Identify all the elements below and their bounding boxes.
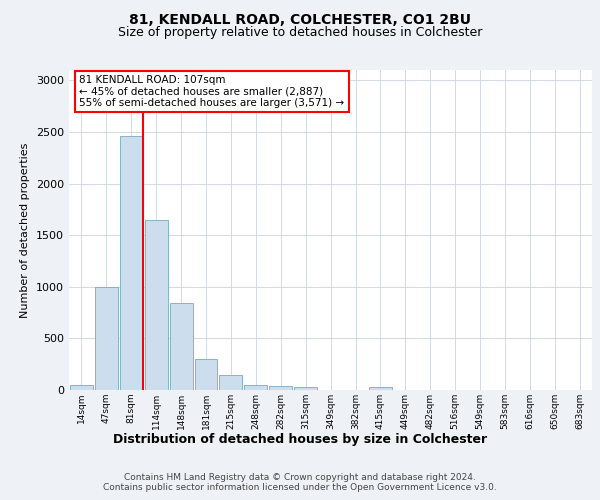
- Text: 81 KENDALL ROAD: 107sqm
← 45% of detached houses are smaller (2,887)
55% of semi: 81 KENDALL ROAD: 107sqm ← 45% of detache…: [79, 75, 344, 108]
- Y-axis label: Number of detached properties: Number of detached properties: [20, 142, 31, 318]
- Bar: [120, 136, 143, 390]
- Bar: [220, 374, 242, 390]
- Text: Size of property relative to detached houses in Colchester: Size of property relative to detached ho…: [118, 26, 482, 39]
- Text: Contains HM Land Registry data © Crown copyright and database right 2024.
Contai: Contains HM Land Registry data © Crown c…: [103, 472, 497, 492]
- Bar: [95, 287, 118, 390]
- Bar: [70, 385, 93, 390]
- Text: 81, KENDALL ROAD, COLCHESTER, CO1 2BU: 81, KENDALL ROAD, COLCHESTER, CO1 2BU: [129, 12, 471, 26]
- Bar: [269, 386, 292, 390]
- Bar: [244, 385, 268, 390]
- Bar: [170, 304, 193, 390]
- Bar: [194, 359, 217, 390]
- Bar: [145, 220, 167, 390]
- Bar: [294, 387, 317, 390]
- Bar: [369, 387, 392, 390]
- Text: Distribution of detached houses by size in Colchester: Distribution of detached houses by size …: [113, 432, 487, 446]
